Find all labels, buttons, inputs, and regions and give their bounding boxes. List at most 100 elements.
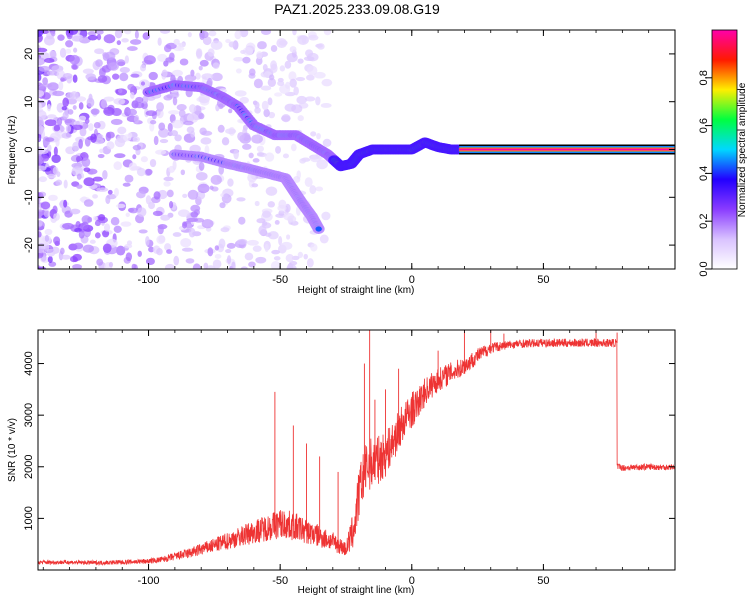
spectrogram-background-blob — [267, 97, 273, 106]
spectrogram-background-blob — [113, 161, 123, 170]
spectrogram-background-blob — [97, 75, 108, 83]
spectrogram-background-blob — [122, 182, 131, 187]
spectrogram-background-blob — [254, 101, 260, 109]
spectrogram-background-blob — [270, 63, 278, 73]
spectrogram-background-blob — [85, 73, 97, 81]
spectrogram-xlabel: Height of straight line (km) — [298, 285, 415, 296]
spectrogram-background-blob — [221, 137, 230, 146]
spectrogram-background-blob — [65, 40, 74, 48]
spectrogram-background-blob — [262, 210, 271, 218]
spectrogram-background-blob — [285, 81, 291, 89]
spectrogram-background-blob — [322, 138, 332, 147]
spectrogram-ytick-label: -20 — [23, 237, 35, 253]
spectrogram-background-blob — [38, 30, 44, 37]
spectrogram-background-blob — [38, 65, 51, 72]
spectrogram-background-blob — [71, 35, 84, 42]
spectrogram-background-blob — [255, 57, 263, 66]
spectrogram-background-blob — [251, 134, 263, 144]
spectrogram-background-blob — [98, 214, 106, 221]
spectrogram-background-blob — [169, 201, 174, 209]
spectrogram-background-blob — [127, 132, 133, 139]
spectrogram-background-blob — [47, 256, 53, 264]
spectrogram-background-blob — [102, 52, 109, 58]
spectrogram-background-blob — [133, 114, 140, 124]
spectrogram-background-blob — [153, 191, 161, 200]
spectrogram-background-blob — [125, 212, 130, 218]
spectrogram-background-blob — [262, 64, 268, 72]
spectrogram-background-blob — [264, 152, 275, 162]
spectrogram-background-blob — [152, 210, 163, 217]
spectrogram-background-blob — [180, 169, 186, 176]
spectrogram-background-blob — [199, 59, 209, 67]
colorbar-tick-label: 0.8 — [698, 70, 710, 85]
snr-axes: -100 -50 0 50 1000 2000 3000 4000 — [23, 330, 676, 587]
spectrogram-background-blob — [53, 212, 60, 221]
spectrogram-background-blob — [89, 239, 96, 244]
spectrogram-background-blob — [136, 191, 146, 199]
chart-title: PAZ1.2025.233.09.08.G19 — [274, 1, 440, 17]
spectrogram-background-blob — [291, 104, 303, 114]
spectrogram-background-blob — [75, 155, 81, 162]
spectrogram-background-blob — [90, 133, 97, 143]
spectrogram-background-blob — [310, 243, 318, 252]
spectrogram-background-blob — [163, 44, 172, 53]
spectrogram-background-blob — [173, 38, 180, 46]
spectrogram-background-blob — [228, 41, 236, 48]
spectrogram-background-blob — [124, 55, 129, 64]
spectrogram-background-blob — [72, 74, 78, 83]
spectrogram-background-blob — [116, 245, 126, 256]
spectrogram-background-blob — [234, 30, 242, 40]
spectrogram-background-blob — [263, 108, 270, 118]
spectrogram-background-blob — [73, 47, 78, 53]
snr-xlabel: Height of straight line (km) — [298, 585, 415, 596]
carrier-band-core — [459, 148, 675, 151]
spectrogram-background-blob — [174, 134, 182, 142]
spectrogram-background-blob — [264, 232, 272, 237]
spectrogram-background-blob — [309, 154, 321, 163]
spectrogram-background-blob — [149, 122, 155, 132]
spectrogram-background-blob — [166, 189, 174, 198]
spectrogram-background-blob — [306, 258, 314, 268]
spectrogram-background-blob — [205, 265, 216, 269]
spectrogram-background-blob — [125, 252, 133, 262]
spectrogram-background-blob — [209, 185, 214, 190]
spectrogram-background-blob — [157, 225, 164, 235]
spectrogram-background-blob — [208, 30, 217, 37]
spectrogram-background-blob — [309, 185, 317, 195]
spectrogram-background-blob — [140, 64, 147, 72]
spectrogram-background-blob — [225, 128, 237, 135]
spectrogram-background-blob — [72, 264, 83, 269]
spectrogram-background-blob — [38, 57, 46, 66]
spectrogram-background-blob — [202, 36, 212, 46]
spectrogram-background-blob — [149, 119, 157, 125]
spectrogram-background-blob — [113, 98, 126, 105]
snr-area — [38, 330, 675, 567]
snr-xtick-label: -50 — [272, 575, 288, 587]
spectrogram-background-blob — [94, 220, 101, 227]
spectrogram-background-blob — [240, 49, 246, 54]
spectrogram-background-blob — [319, 234, 329, 244]
spectrogram-background-blob — [248, 152, 254, 159]
spectrogram-background-blob — [240, 266, 248, 269]
spectrogram-background-blob — [172, 96, 178, 106]
spectrogram-background-blob — [264, 243, 269, 253]
spectrogram-background-blob — [56, 117, 63, 126]
spectrogram-background-blob — [261, 100, 269, 111]
spectrogram-background-blob — [72, 257, 79, 263]
spectrogram-background-blob — [183, 120, 194, 126]
snr-panel: -100 -50 0 50 1000 2000 3000 4000 Height of str… — [7, 329, 676, 596]
spectrogram-background-blob — [181, 221, 188, 229]
spectrogram-background-blob — [323, 30, 332, 36]
spectrogram-background-blob — [92, 194, 98, 199]
spectrogram-background-blob — [197, 183, 210, 194]
spectrogram-background-blob — [257, 41, 267, 50]
spectrogram-background-blob — [42, 235, 52, 244]
spectrogram-background-blob — [61, 106, 68, 111]
spectrogram-background-blob — [164, 263, 175, 269]
spectrogram-background-blob — [38, 102, 42, 111]
spectrogram-background-blob — [278, 210, 285, 216]
spectrogram-background-blob — [38, 110, 47, 120]
spectrogram-background-blob — [287, 215, 297, 223]
spectrogram-background-blob — [63, 199, 68, 208]
spectrogram-background-blob — [82, 244, 94, 253]
